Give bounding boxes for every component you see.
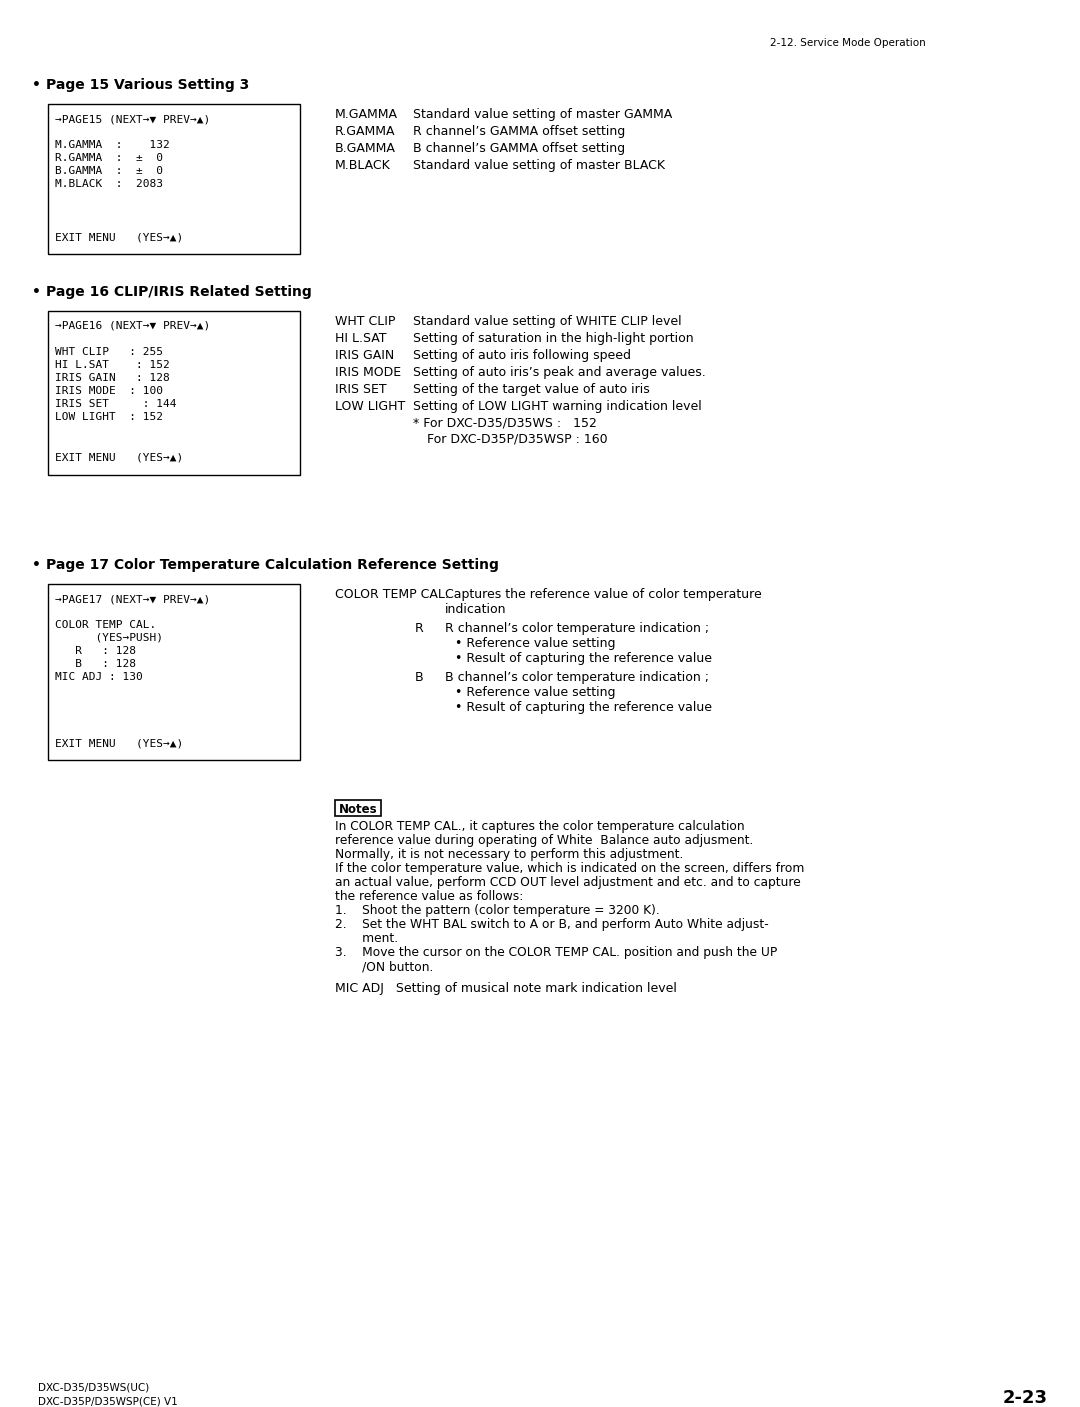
- Text: R channel’s color temperature indication ;: R channel’s color temperature indication…: [445, 622, 710, 635]
- Text: •: •: [32, 77, 41, 91]
- Bar: [335, 801, 381, 816]
- Text: B channel’s color temperature indication ;: B channel’s color temperature indication…: [445, 671, 708, 684]
- Text: →PAGE16 (NEXT→▼ PREV→▲): →PAGE16 (NEXT→▼ PREV→▲): [55, 321, 211, 331]
- Text: M.GAMMA: M.GAMMA: [335, 108, 399, 121]
- Text: Setting of auto iris’s peak and average values.: Setting of auto iris’s peak and average …: [413, 366, 705, 378]
- Text: Setting of LOW LIGHT warning indication level: Setting of LOW LIGHT warning indication …: [413, 400, 702, 414]
- Text: the reference value as follows:: the reference value as follows:: [335, 891, 523, 903]
- Text: M.BLACK  :  2083: M.BLACK : 2083: [55, 179, 163, 189]
- Text: B.GAMMA  :  ±  0: B.GAMMA : ± 0: [55, 166, 163, 176]
- Text: * For DXC-D35/D35WS :   152: * For DXC-D35/D35WS : 152: [413, 416, 597, 431]
- Text: Standard value setting of WHITE CLIP level: Standard value setting of WHITE CLIP lev…: [413, 315, 681, 328]
- Text: IRIS GAIN: IRIS GAIN: [335, 349, 394, 362]
- Bar: [48, 311, 300, 476]
- Text: Setting of the target value of auto iris: Setting of the target value of auto iris: [413, 383, 650, 395]
- Text: R: R: [415, 622, 423, 635]
- Text: IRIS SET: IRIS SET: [335, 383, 387, 395]
- Text: Standard value setting of master BLACK: Standard value setting of master BLACK: [413, 159, 665, 172]
- Text: IRIS GAIN   : 128: IRIS GAIN : 128: [55, 373, 170, 383]
- Text: B channel’s GAMMA offset setting: B channel’s GAMMA offset setting: [413, 142, 625, 155]
- Text: LOW LIGHT: LOW LIGHT: [335, 400, 405, 414]
- Text: reference value during operating of White  Balance auto adjusment.: reference value during operating of Whit…: [335, 834, 754, 847]
- Text: HI L.SAT: HI L.SAT: [335, 332, 387, 345]
- Text: 2.    Set the WHT BAL switch to A or B, and perform Auto White adjust-: 2. Set the WHT BAL switch to A or B, and…: [335, 917, 769, 931]
- Text: 2-23: 2-23: [1003, 1389, 1048, 1407]
- Text: EXIT MENU   (YES→▲): EXIT MENU (YES→▲): [55, 739, 184, 749]
- Text: →PAGE17 (NEXT→▼ PREV→▲): →PAGE17 (NEXT→▼ PREV→▲): [55, 594, 211, 604]
- Text: DXC-D35P/D35WSP(CE) V1: DXC-D35P/D35WSP(CE) V1: [38, 1396, 178, 1406]
- Text: LOW LIGHT  : 152: LOW LIGHT : 152: [55, 412, 163, 422]
- Bar: [48, 104, 300, 255]
- Text: Setting of auto iris following speed: Setting of auto iris following speed: [413, 349, 631, 362]
- Text: Normally, it is not necessary to perform this adjustment.: Normally, it is not necessary to perform…: [335, 848, 684, 861]
- Text: •: •: [32, 286, 41, 300]
- Text: 2-12. Service Mode Operation: 2-12. Service Mode Operation: [770, 38, 926, 48]
- Text: MIC ADJ : 130: MIC ADJ : 130: [55, 673, 143, 682]
- Text: an actual value, perform CCD OUT level adjustment and etc. and to capture: an actual value, perform CCD OUT level a…: [335, 877, 800, 889]
- Text: R.GAMMA  :  ±  0: R.GAMMA : ± 0: [55, 153, 163, 163]
- Text: Captures the reference value of color temperature: Captures the reference value of color te…: [445, 588, 761, 601]
- Text: Standard value setting of master GAMMA: Standard value setting of master GAMMA: [413, 108, 672, 121]
- Text: M.BLACK: M.BLACK: [335, 159, 391, 172]
- Text: • Result of capturing the reference value: • Result of capturing the reference valu…: [455, 651, 712, 666]
- Text: Page 15 Various Setting 3: Page 15 Various Setting 3: [46, 77, 249, 91]
- Text: R channel’s GAMMA offset setting: R channel’s GAMMA offset setting: [413, 125, 625, 138]
- Text: • Result of capturing the reference value: • Result of capturing the reference valu…: [455, 701, 712, 713]
- Text: In COLOR TEMP CAL., it captures the color temperature calculation: In COLOR TEMP CAL., it captures the colo…: [335, 820, 744, 833]
- Text: DXC-D35/D35WS(UC): DXC-D35/D35WS(UC): [38, 1383, 149, 1393]
- Text: /ON button.: /ON button.: [335, 960, 433, 974]
- Text: • Reference value setting: • Reference value setting: [455, 637, 616, 650]
- Text: If the color temperature value, which is indicated on the screen, differs from: If the color temperature value, which is…: [335, 862, 805, 875]
- Text: B.GAMMA: B.GAMMA: [335, 142, 396, 155]
- Text: •: •: [32, 559, 41, 573]
- Text: B   : 128: B : 128: [55, 658, 136, 668]
- Text: indication: indication: [445, 604, 507, 616]
- Text: For DXC-D35P/D35WSP : 160: For DXC-D35P/D35WSP : 160: [427, 432, 608, 445]
- Text: B: B: [415, 671, 423, 684]
- Text: EXIT MENU   (YES→▲): EXIT MENU (YES→▲): [55, 232, 184, 242]
- Text: IRIS MODE  : 100: IRIS MODE : 100: [55, 386, 163, 395]
- Text: R   : 128: R : 128: [55, 646, 136, 656]
- Text: ment.: ment.: [335, 931, 399, 946]
- Text: Setting of saturation in the high-light portion: Setting of saturation in the high-light …: [413, 332, 693, 345]
- Text: IRIS SET     : 144: IRIS SET : 144: [55, 400, 176, 409]
- Text: R.GAMMA: R.GAMMA: [335, 125, 395, 138]
- Text: 1.    Shoot the pattern (color temperature = 3200 K).: 1. Shoot the pattern (color temperature …: [335, 905, 660, 917]
- Text: IRIS MODE: IRIS MODE: [335, 366, 401, 378]
- Text: →PAGE15 (NEXT→▼ PREV→▲): →PAGE15 (NEXT→▼ PREV→▲): [55, 114, 211, 124]
- Text: 3.    Move the cursor on the COLOR TEMP CAL. position and push the UP: 3. Move the cursor on the COLOR TEMP CAL…: [335, 946, 778, 960]
- Text: (YES→PUSH): (YES→PUSH): [55, 633, 163, 643]
- Text: WHT CLIP   : 255: WHT CLIP : 255: [55, 348, 163, 357]
- Text: Page 16 CLIP/IRIS Related Setting: Page 16 CLIP/IRIS Related Setting: [46, 286, 312, 300]
- Text: Notes: Notes: [339, 803, 378, 816]
- Text: M.GAMMA  :    132: M.GAMMA : 132: [55, 141, 170, 151]
- Bar: [48, 584, 300, 760]
- Text: COLOR TEMP CAL.: COLOR TEMP CAL.: [335, 588, 449, 601]
- Text: • Reference value setting: • Reference value setting: [455, 687, 616, 699]
- Text: WHT CLIP: WHT CLIP: [335, 315, 395, 328]
- Text: COLOR TEMP CAL.: COLOR TEMP CAL.: [55, 620, 157, 630]
- Text: Page 17 Color Temperature Calculation Reference Setting: Page 17 Color Temperature Calculation Re…: [46, 559, 499, 573]
- Text: HI L.SAT    : 152: HI L.SAT : 152: [55, 360, 170, 370]
- Text: MIC ADJ   Setting of musical note mark indication level: MIC ADJ Setting of musical note mark ind…: [335, 982, 677, 995]
- Text: EXIT MENU   (YES→▲): EXIT MENU (YES→▲): [55, 453, 184, 463]
